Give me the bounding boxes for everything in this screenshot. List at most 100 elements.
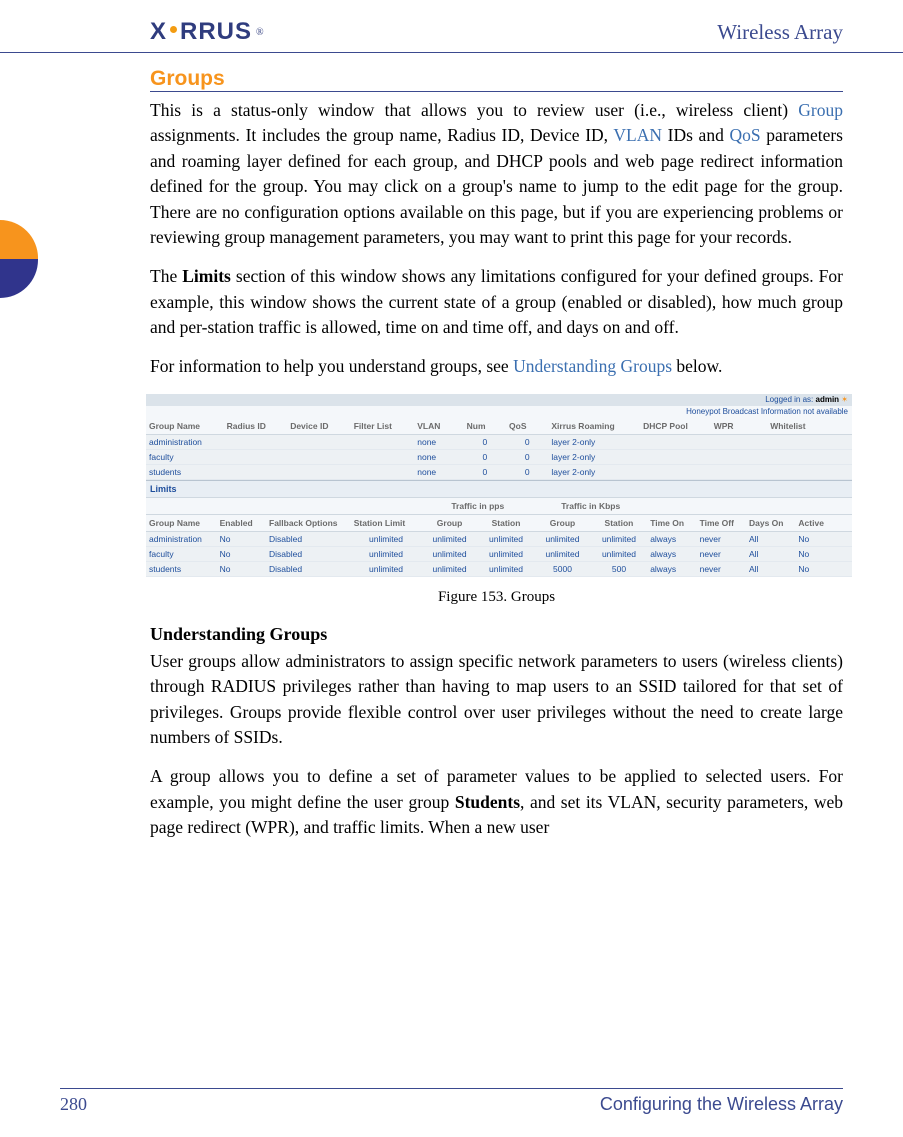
table-cell: never: [697, 546, 746, 561]
table-cell: [640, 449, 711, 464]
logo-text-1: X: [150, 18, 167, 46]
table-cell: unlimited: [351, 561, 422, 576]
table-cell: Disabled: [266, 546, 351, 561]
paragraph-1: This is a status-only window that allows…: [150, 98, 843, 250]
table-row: studentsNoDisabledunlimitedunlimitedunli…: [146, 561, 852, 576]
table-header: VLAN: [414, 418, 463, 435]
qos-link[interactable]: QoS: [729, 125, 760, 145]
table-cell: [351, 449, 415, 464]
table-header: DHCP Pool: [640, 418, 711, 435]
table-cell: [640, 464, 711, 479]
table-cell: unlimited: [591, 546, 647, 561]
table-cell: layer 2-only: [548, 464, 640, 479]
figure-sub-msg: Honeypot Broadcast Information not avail…: [146, 406, 852, 418]
table-cell: 0: [464, 464, 506, 479]
table-cell: students: [146, 561, 217, 576]
table-cell: none: [414, 464, 463, 479]
traffic-pps-header: Traffic in pps: [421, 498, 534, 515]
table-cell: unlimited: [534, 546, 590, 561]
paragraph-2: The Limits section of this window shows …: [150, 264, 843, 340]
page-number: 280: [60, 1094, 87, 1115]
footer-title: Configuring the Wireless Array: [600, 1094, 843, 1115]
table-cell: Disabled: [266, 561, 351, 576]
table-header: Station: [591, 514, 647, 531]
table-cell: [711, 434, 767, 449]
section-heading: Groups: [150, 67, 843, 92]
table-cell: none: [414, 449, 463, 464]
table-cell: never: [697, 561, 746, 576]
table-cell: 0: [464, 434, 506, 449]
table-cell: 0: [506, 434, 548, 449]
table-cell: always: [647, 531, 696, 546]
table-header: Device ID: [287, 418, 351, 435]
table-cell: [351, 464, 415, 479]
table-cell: faculty: [146, 449, 224, 464]
table-cell: No: [217, 531, 266, 546]
table-header: WPR: [711, 418, 767, 435]
table-cell: administration: [146, 434, 224, 449]
table-row: facultynone00layer 2-only: [146, 449, 852, 464]
limits-table: Traffic in pps Traffic in Kbps Group Nam…: [146, 498, 852, 577]
limits-header: Limits: [146, 480, 852, 498]
subheading-understanding-groups: Understanding Groups: [150, 624, 843, 645]
header-title: Wireless Array: [717, 20, 843, 45]
table-cell: layer 2-only: [548, 434, 640, 449]
table-cell: unlimited: [478, 561, 534, 576]
table-cell: 0: [506, 464, 548, 479]
table-cell: 500: [591, 561, 647, 576]
p2b: section of this window shows any limitat…: [150, 266, 843, 337]
table-header: Radius ID: [224, 418, 288, 435]
table-cell: [224, 434, 288, 449]
table-header: QoS: [506, 418, 548, 435]
table-cell: [351, 434, 415, 449]
table-cell: 5000: [534, 561, 590, 576]
paragraph-4: User groups allow administrators to assi…: [150, 649, 843, 751]
table-cell: students: [146, 464, 224, 479]
table-header: Enabled: [217, 514, 266, 531]
p3a: For information to help you understand g…: [150, 356, 513, 376]
table-cell: No: [795, 561, 852, 576]
table-cell: unlimited: [421, 561, 477, 576]
table-header: Station: [478, 514, 534, 531]
table-header: Group Name: [146, 514, 217, 531]
table-cell: No: [217, 546, 266, 561]
p1a: This is a status-only window that allows…: [150, 100, 798, 120]
table-cell: 0: [464, 449, 506, 464]
table-cell: [767, 449, 852, 464]
table-row: studentsnone00layer 2-only: [146, 464, 852, 479]
table-cell: unlimited: [351, 531, 422, 546]
p2a: The: [150, 266, 182, 286]
table-header: Time Off: [697, 514, 746, 531]
table-header: Group Name: [146, 418, 224, 435]
login-user: admin: [816, 395, 840, 404]
understanding-groups-link[interactable]: Understanding Groups: [513, 356, 672, 376]
table-cell: unlimited: [351, 546, 422, 561]
table-cell: unlimited: [421, 531, 477, 546]
table-header: Station Limit: [351, 514, 422, 531]
table-cell: 0: [506, 449, 548, 464]
logo-dot-icon: [170, 26, 177, 33]
table-cell: faculty: [146, 546, 217, 561]
table-cell: always: [647, 546, 696, 561]
table-cell: [640, 434, 711, 449]
table-header: Fallback Options: [266, 514, 351, 531]
group-link[interactable]: Group: [798, 100, 843, 120]
vlan-link[interactable]: VLAN: [613, 125, 662, 145]
table-cell: [287, 434, 351, 449]
table-cell: All: [746, 561, 795, 576]
login-label: Logged in as:: [765, 395, 815, 404]
table-row: administrationNoDisabledunlimitedunlimit…: [146, 531, 852, 546]
table-cell: unlimited: [421, 546, 477, 561]
table-cell: All: [746, 531, 795, 546]
table-row: facultyNoDisabledunlimitedunlimitedunlim…: [146, 546, 852, 561]
table-header: Group: [421, 514, 477, 531]
table-header: Days On: [746, 514, 795, 531]
table-cell: No: [795, 546, 852, 561]
table-header: Group: [534, 514, 590, 531]
paragraph-5: A group allows you to define a set of pa…: [150, 764, 843, 840]
table-cell: none: [414, 434, 463, 449]
page-footer: 280 Configuring the Wireless Array: [60, 1088, 843, 1115]
table-header: Num: [464, 418, 506, 435]
table-header: Filter List: [351, 418, 415, 435]
logo-text-2: RRUS: [180, 18, 252, 46]
